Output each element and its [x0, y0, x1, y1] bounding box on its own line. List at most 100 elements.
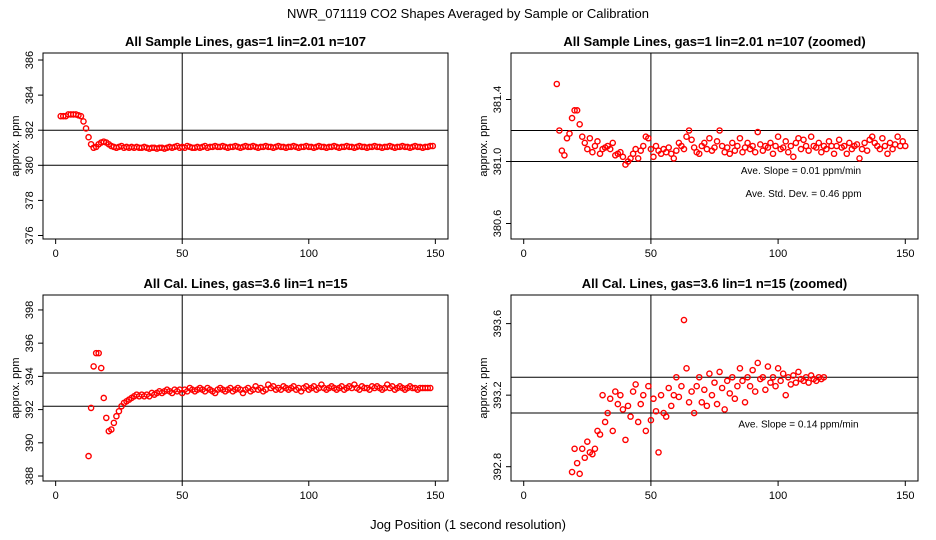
- y-tick-label: 394: [24, 367, 36, 385]
- data-point: [100, 394, 108, 402]
- panel-title: All Sample Lines, gas=1 lin=2.01 n=107: [125, 34, 366, 49]
- y-tick-label: 378: [24, 191, 36, 209]
- chart-panel-3: All Cal. Lines, gas=3.6 lin=1 n=15 0 50 100…: [10, 276, 449, 502]
- data-point: [779, 370, 787, 377]
- data-point: [797, 145, 805, 153]
- data-point: [645, 382, 652, 390]
- data-point: [718, 384, 726, 392]
- data-point: [624, 402, 632, 410]
- data-point: [876, 145, 884, 153]
- data-point: [721, 406, 728, 413]
- x-tick-label: 150: [426, 490, 444, 502]
- data-point: [711, 379, 718, 386]
- data-point: [688, 136, 695, 144]
- data-point: [571, 107, 578, 114]
- data-point: [795, 368, 802, 376]
- data-point: [619, 406, 627, 413]
- data-point: [701, 139, 708, 147]
- data-point: [617, 391, 624, 399]
- data-point: [678, 382, 685, 390]
- data-point: [657, 391, 665, 399]
- y-tick-label: 380.6: [492, 210, 504, 238]
- data-point: [695, 373, 703, 381]
- data-point: [713, 400, 721, 408]
- y-tick-label: 386: [24, 51, 36, 69]
- data-point: [426, 142, 434, 150]
- data-point: [609, 139, 617, 147]
- data-point: [683, 365, 690, 372]
- data-point: [701, 386, 708, 394]
- data-point: [429, 142, 437, 150]
- x-tick-label: 150: [896, 490, 914, 502]
- data-point: [599, 391, 606, 399]
- data-point: [734, 142, 741, 150]
- data-point: [790, 153, 797, 161]
- data-point: [619, 153, 627, 161]
- annotation: Ave. Std. Dev. = 0.46 ppm: [745, 189, 861, 200]
- data-point: [650, 395, 657, 403]
- data-point: [655, 449, 662, 456]
- data-point: [767, 379, 774, 386]
- data-point: [901, 142, 909, 150]
- data-point: [843, 150, 851, 158]
- data-point: [601, 418, 609, 426]
- data-point: [779, 144, 787, 151]
- data-point: [815, 139, 823, 147]
- data-point: [823, 145, 830, 153]
- data-point: [820, 373, 828, 381]
- data-point: [632, 381, 639, 388]
- chart-panel-2: All Sample Lines, gas=1 lin=2.01 n=107 (…: [478, 34, 919, 260]
- data-point: [800, 136, 807, 144]
- data-point: [792, 379, 800, 386]
- data-point: [426, 384, 434, 392]
- data-point: [703, 402, 711, 410]
- data-point: [596, 431, 604, 438]
- data-point: [726, 390, 734, 397]
- data-point: [764, 363, 772, 370]
- data-point: [665, 144, 673, 151]
- data-point: [634, 418, 642, 426]
- data-point: [767, 139, 774, 147]
- data-point: [675, 393, 683, 401]
- chart-panel-1: All Sample Lines, gas=1 lin=2.01 n=107 0 5…: [10, 34, 449, 260]
- y-tick-label: 392: [24, 400, 36, 418]
- data-point: [627, 413, 634, 420]
- data-point: [751, 388, 759, 395]
- data-point: [731, 395, 739, 403]
- data-point: [82, 125, 90, 132]
- y-axis-label: approx. ppm: [478, 357, 490, 418]
- data-point: [80, 118, 87, 125]
- data-point: [110, 419, 118, 427]
- figure-xlabel: Jog Position (1 second resolution): [370, 517, 566, 532]
- data-point: [673, 373, 680, 381]
- data-point: [561, 151, 568, 159]
- plot-frame: [510, 294, 919, 482]
- data-point: [578, 133, 586, 140]
- data-point: [573, 107, 581, 114]
- y-tick-label: 390: [24, 434, 36, 452]
- data-point: [688, 388, 695, 395]
- data-point: [863, 147, 871, 154]
- data-point: [77, 112, 85, 120]
- data-point: [716, 368, 723, 376]
- figure-title: NWR_071119 CO2 Shapes Averaged by Sample…: [287, 6, 649, 21]
- x-tick-label: 0: [521, 248, 527, 260]
- data-point: [604, 409, 611, 417]
- y-tick-label: 396: [24, 334, 36, 352]
- data-point: [805, 379, 812, 386]
- data-point: [736, 134, 744, 142]
- data-point: [108, 426, 115, 433]
- data-point: [553, 80, 561, 88]
- data-point: [754, 128, 762, 136]
- x-tick-label: 50: [645, 248, 657, 260]
- data-point: [729, 373, 736, 381]
- data-point: [611, 388, 619, 395]
- data-point: [772, 142, 779, 150]
- data-point: [647, 145, 655, 153]
- y-tick-label: 388: [24, 467, 36, 485]
- data-point: [95, 349, 102, 357]
- data-point: [734, 382, 741, 390]
- data-point: [741, 399, 749, 406]
- data-point: [665, 384, 673, 392]
- data-point: [670, 155, 678, 162]
